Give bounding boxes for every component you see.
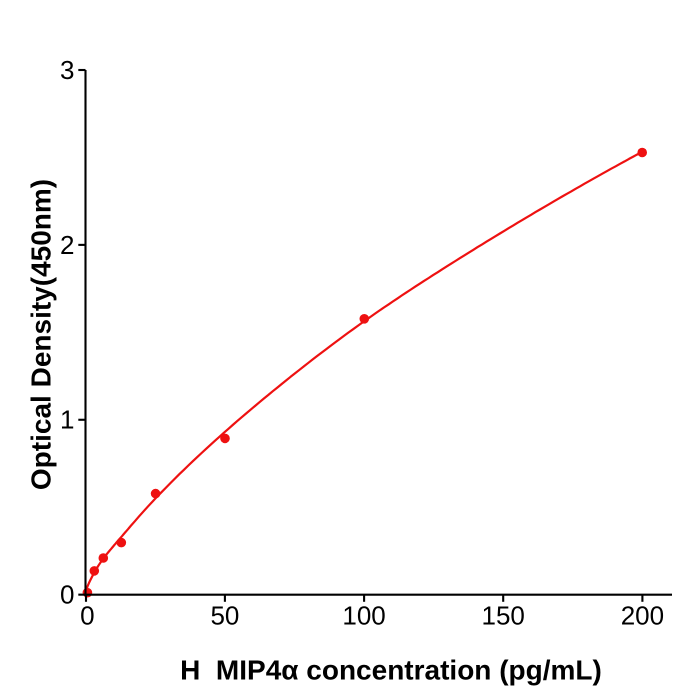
svg-text:100: 100 — [342, 600, 385, 630]
svg-text:1: 1 — [60, 405, 74, 435]
svg-text:Optical Density(450nm): Optical Density(450nm) — [26, 179, 57, 490]
svg-text:0: 0 — [60, 580, 74, 610]
svg-text:2: 2 — [60, 230, 74, 260]
svg-text:50: 50 — [210, 600, 239, 630]
svg-text:H MIP4α concentration (pg/mL): H MIP4α concentration (pg/mL) — [180, 655, 602, 686]
svg-text:0: 0 — [80, 600, 94, 630]
svg-text:200: 200 — [621, 600, 664, 630]
svg-text:3: 3 — [60, 55, 74, 85]
svg-text:150: 150 — [482, 600, 525, 630]
